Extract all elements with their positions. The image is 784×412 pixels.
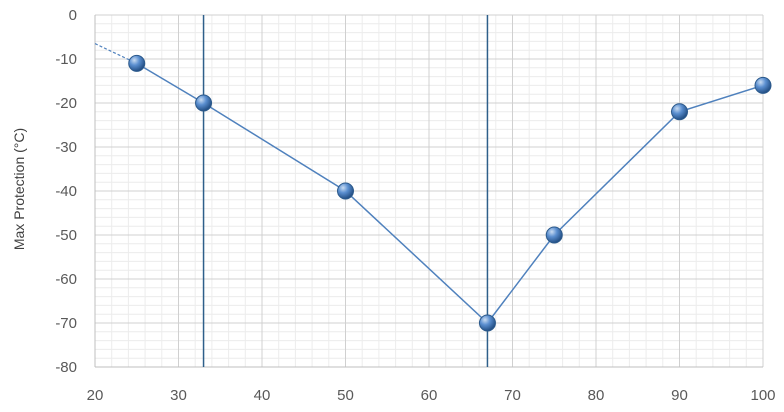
y-tick-label: -30 bbox=[55, 139, 77, 156]
y-tick-label: -10 bbox=[55, 51, 77, 68]
data-point bbox=[545, 226, 563, 244]
x-tick-label: 30 bbox=[170, 387, 187, 404]
x-tick-label: 50 bbox=[337, 387, 354, 404]
y-tick-label: -80 bbox=[55, 359, 77, 376]
y-axis-title: Max Protection (°C) bbox=[11, 128, 27, 250]
data-point bbox=[128, 54, 146, 72]
grid bbox=[94, 14, 764, 368]
x-tick-label: 40 bbox=[254, 387, 271, 404]
data-point bbox=[671, 103, 688, 121]
x-tick-label: 70 bbox=[504, 387, 521, 404]
data-point bbox=[754, 76, 772, 94]
axes bbox=[94, 15, 763, 368]
series bbox=[94, 43, 772, 332]
x-tick-label: 90 bbox=[671, 387, 688, 404]
y-tick-label: -20 bbox=[55, 95, 77, 112]
data-point bbox=[195, 94, 213, 112]
data-point bbox=[478, 314, 496, 332]
trendline bbox=[94, 43, 138, 64]
x-tick-label: 100 bbox=[750, 387, 775, 404]
series-line bbox=[136, 62, 764, 325]
x-tick-label: 60 bbox=[421, 387, 438, 404]
y-tick-label: -70 bbox=[55, 315, 77, 332]
y-tick-label: -40 bbox=[55, 183, 77, 200]
y-tick-label: -60 bbox=[55, 271, 77, 288]
tick-labels: 20 30 40 50 60 70 80 90 100 0 -10 -20 -30 -40 -50 -60 -7… bbox=[55, 7, 775, 404]
y-tick-label: -50 bbox=[55, 227, 77, 244]
y-tick-label: 0 bbox=[69, 7, 77, 24]
x-tick-label: 20 bbox=[87, 387, 104, 404]
x-tick-label: 80 bbox=[588, 387, 605, 404]
reference-lines bbox=[202, 15, 489, 367]
data-point bbox=[337, 182, 354, 200]
